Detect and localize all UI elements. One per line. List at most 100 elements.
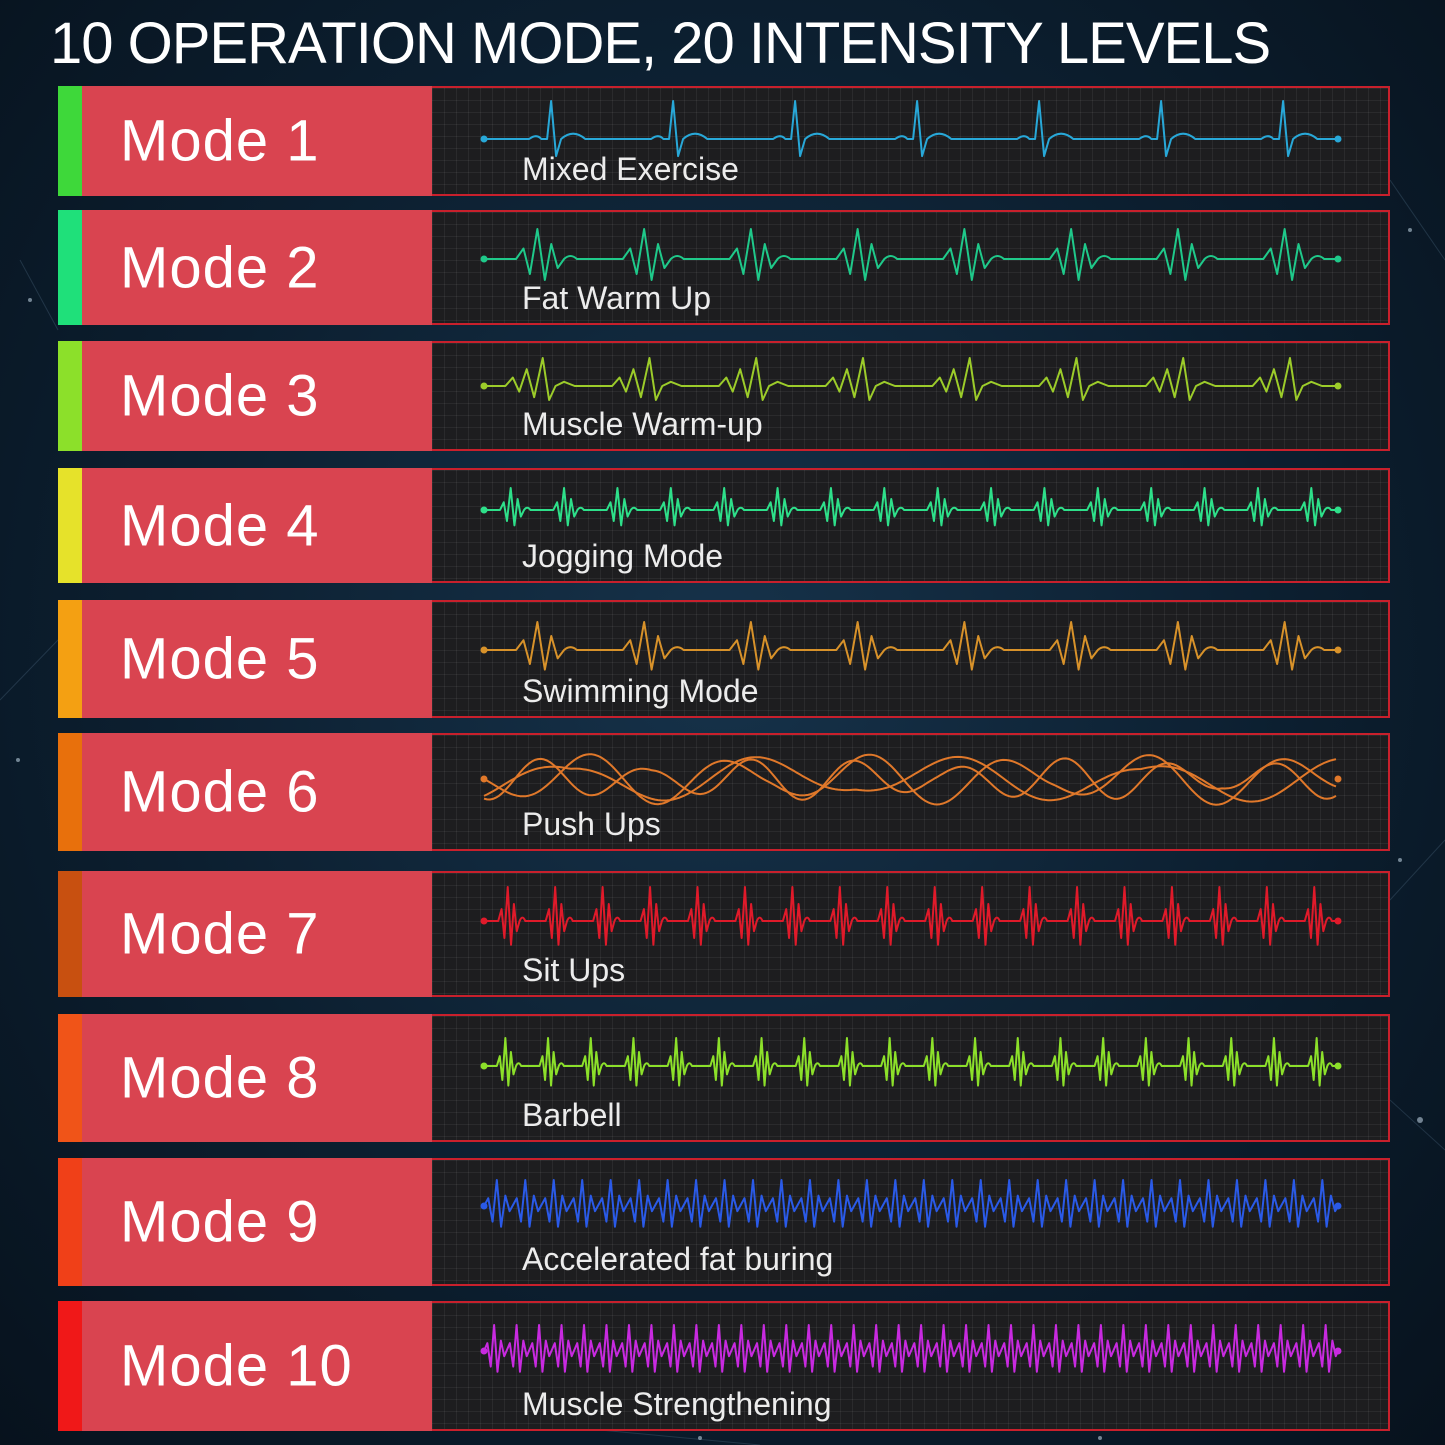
waveform-graphic [480,228,1342,281]
waveform-panel: Push Ups [432,733,1390,851]
waveform-panel: Jogging Mode [432,468,1390,583]
waveform-graphic [480,753,1342,806]
mode-row: Mode 4 Jogging Mode [58,468,1390,583]
waveform-line [484,886,1338,946]
mode-description: Push Ups [522,806,661,842]
mode-description: Muscle Warm-up [522,406,763,442]
mode-row: Mode 10 Muscle Strengthening [58,1301,1390,1431]
mode-row: Mode 5 Swimming Mode [58,600,1390,718]
waveform-endpoint [1334,917,1342,925]
intensity-color-strip [58,341,82,451]
waveform-panel: Swimming Mode [432,600,1390,718]
waveform-graphic [480,1037,1342,1087]
waveform-panel: Muscle Warm-up [432,341,1390,451]
mode-description: Muscle Strengthening [522,1386,832,1422]
mode-label: Mode 9 [120,1189,320,1255]
mode-description: Sit Ups [522,952,626,988]
mode-label: Mode 4 [120,493,320,558]
waveform-graphic [480,621,1342,671]
mode-label: Mode 8 [120,1045,320,1111]
waveform-panel: Muscle Strengthening [432,1301,1390,1431]
waveform-endpoint [480,255,488,263]
waveform-endpoint [1334,506,1342,514]
waveform-panel: Mixed Exercise [432,86,1390,196]
waveform-endpoint [1334,646,1342,654]
mode-label: Mode 10 [120,1333,353,1399]
waveform-endpoint [1334,1202,1342,1210]
waveform-line [484,100,1338,158]
mode-label-box: Mode 6 [82,733,432,851]
mode-description: Swimming Mode [522,673,759,709]
waveform-endpoint [480,646,488,654]
mode-label-box: Mode 9 [82,1158,432,1286]
waveform-endpoint [480,1062,488,1070]
waveform-line [483,753,1337,806]
waveform-endpoint [480,1202,488,1210]
waveform-line [484,228,1338,281]
waveform-endpoint [1334,775,1342,783]
waveform-panel: Accelerated fat buring [432,1158,1390,1286]
mode-row: Mode 9 Accelerated fat buring [58,1158,1390,1286]
waveform-endpoint [480,382,488,390]
intensity-color-strip [58,600,82,718]
headline: 10 OPERATION MODE, 20 INTENSITY LEVELS [50,11,1271,76]
waveform-graphic [480,1324,1342,1373]
waveform-endpoint [1334,255,1342,263]
intensity-color-strip [58,1158,82,1286]
waveform-graphic [480,886,1342,946]
waveform-endpoint [1334,382,1342,390]
waveform-line [483,1324,1339,1373]
intensity-color-strip [58,210,82,325]
mode-description: Fat Warm Up [522,280,712,316]
mode-label: Mode 2 [120,235,320,300]
mode-row: Mode 2 Fat Warm Up [58,210,1390,325]
mode-label-box: Mode 4 [82,468,432,583]
waveform-graphic [480,357,1342,401]
waveform-endpoint [480,506,488,514]
intensity-color-strip [58,1014,82,1142]
intensity-color-strip [58,733,82,851]
mode-description: Barbell [522,1097,622,1133]
waveform-panel: Barbell [432,1014,1390,1142]
mode-label-box: Mode 10 [82,1301,432,1431]
mode-description: Accelerated fat buring [522,1241,834,1277]
mode-label-box: Mode 1 [82,86,432,196]
waveform-line [484,621,1338,671]
mode-label: Mode 3 [120,363,320,429]
waveform-line [483,755,1337,803]
intensity-color-strip [58,1301,82,1431]
waveform-endpoint [1334,135,1342,143]
intensity-color-strip [58,871,82,997]
mode-label: Mode 7 [120,901,320,967]
waveform-graphic [480,1179,1342,1228]
mode-row: Mode 3 Muscle Warm-up [58,341,1390,451]
waveform-panel: Fat Warm Up [432,210,1390,325]
waveform-endpoint [480,135,488,143]
mode-label: Mode 5 [120,626,320,692]
waveform-panel: Sit Ups [432,871,1390,997]
mode-description: Mixed Exercise [522,151,739,187]
mode-row: Mode 6 Push Ups [58,733,1390,851]
mode-row: Mode 1 Mixed Exercise [58,86,1390,196]
waveform-line [484,487,1338,527]
mode-label-box: Mode 7 [82,871,432,997]
mode-row: Mode 7 Sit Ups [58,871,1390,997]
mode-label-box: Mode 3 [82,341,432,451]
intensity-color-strip [58,86,82,196]
waveform-line [483,1179,1339,1228]
mode-label-box: Mode 5 [82,600,432,718]
waveform-line [484,357,1338,401]
waveform-line [483,757,1337,801]
waveform-endpoint [1334,1347,1342,1355]
mode-description: Jogging Mode [522,538,724,574]
waveform-graphic [480,100,1342,158]
intensity-color-strip [58,468,82,583]
waveform-graphic [480,487,1342,527]
mode-row: Mode 8 Barbell [58,1014,1390,1142]
waveform-endpoint [480,1347,488,1355]
waveform-endpoint [1334,1062,1342,1070]
mode-label: Mode 6 [120,759,320,825]
waveform-line [484,1037,1338,1087]
waveform-endpoint [480,917,488,925]
